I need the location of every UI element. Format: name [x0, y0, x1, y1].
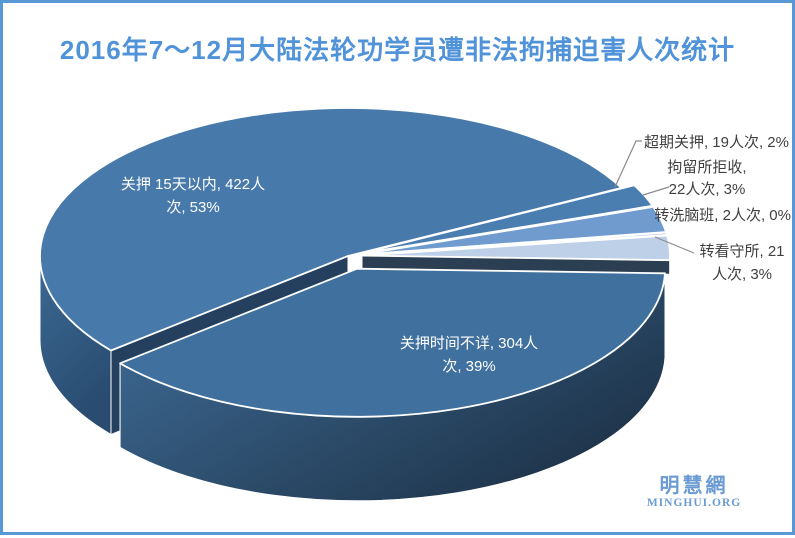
label-line: 次, 39% [339, 355, 599, 378]
label-line: 超期关押, 19人次, 2% [543, 131, 789, 154]
label-line: 转洗脑班, 2人次, 0% [543, 204, 791, 227]
pie-slices-layer [40, 108, 670, 501]
label-line: 关押 15天以内, 422人 [63, 173, 323, 196]
label-line: 拘留所拒收, [617, 157, 795, 179]
watermark-minghui-latin: MINGHUI.ORG [636, 497, 752, 509]
label-detention-time-unknown: 关押时间不详, 304人 次, 39% [339, 332, 599, 378]
label-brainwashing-class: 转洗脑班, 2人次, 0% [543, 204, 791, 227]
label-overdue-detention: 超期关押, 19人次, 2% [543, 131, 789, 154]
watermark-minghui-cjk: 明慧網 [636, 475, 752, 497]
label-line: 次, 53% [63, 196, 323, 219]
label-line: 22人次, 3% [617, 179, 795, 201]
label-line: 人次, 3% [651, 263, 795, 286]
label-refused-by-detention-center: 拘留所拒收, 22人次, 3% [617, 157, 795, 201]
label-transferred-to-custody: 转看守所, 21 人次, 3% [651, 240, 795, 286]
label-detained-within-15-days: 关押 15天以内, 422人 次, 53% [63, 173, 323, 219]
label-line: 转看守所, 21 [651, 240, 795, 263]
watermark-minghui: 明慧網 MINGHUI.ORG [636, 475, 752, 509]
label-line: 关押时间不详, 304人 [339, 332, 599, 355]
